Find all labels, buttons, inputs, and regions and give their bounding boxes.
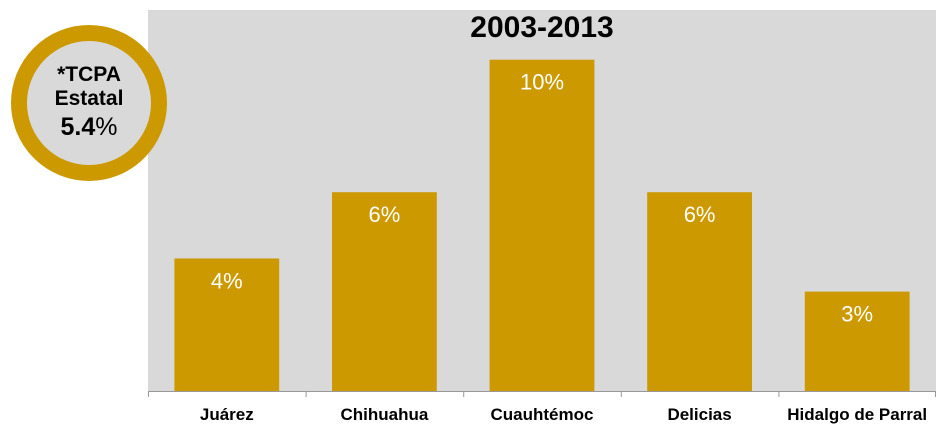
x-tick-label-4: Hidalgo de Parral [787, 405, 927, 424]
state-rate-badge: *TCPA Estatal 5.4% [11, 25, 167, 181]
data-labels-layer: 4% 6% 10% 6% 3% [211, 70, 873, 327]
x-tick-label-1: Chihuahua [340, 405, 428, 424]
bar-1 [331, 192, 437, 391]
data-label-1: 6% [369, 202, 401, 227]
bar-3 [647, 192, 753, 391]
data-label-4: 3% [841, 302, 873, 327]
badge-value-unit: % [95, 112, 118, 141]
bars-layer [174, 59, 910, 392]
x-axis: Juárez Chihuahua Cuauhtémoc Delicias Hidalgo… [148, 391, 936, 424]
bar-4 [804, 291, 910, 391]
x-tick-label-3: Delicias [667, 405, 731, 424]
badge-value-text: 5.4% [61, 112, 118, 143]
data-label-0: 4% [211, 268, 243, 293]
x-tick-label-0: Juárez [200, 405, 254, 424]
data-label-2: 10% [520, 70, 564, 95]
data-label-3: 6% [684, 202, 716, 227]
badge-value: 5.4 [60, 112, 96, 141]
badge-label-line1: *TCPA [57, 63, 121, 87]
badge-label-line2: Estatal [54, 87, 124, 111]
bar-0 [174, 258, 280, 391]
chart-title: 2003-2013 [470, 11, 614, 44]
x-tick-label-2: Cuauhtémoc [491, 405, 594, 424]
bar-2 [489, 59, 595, 392]
